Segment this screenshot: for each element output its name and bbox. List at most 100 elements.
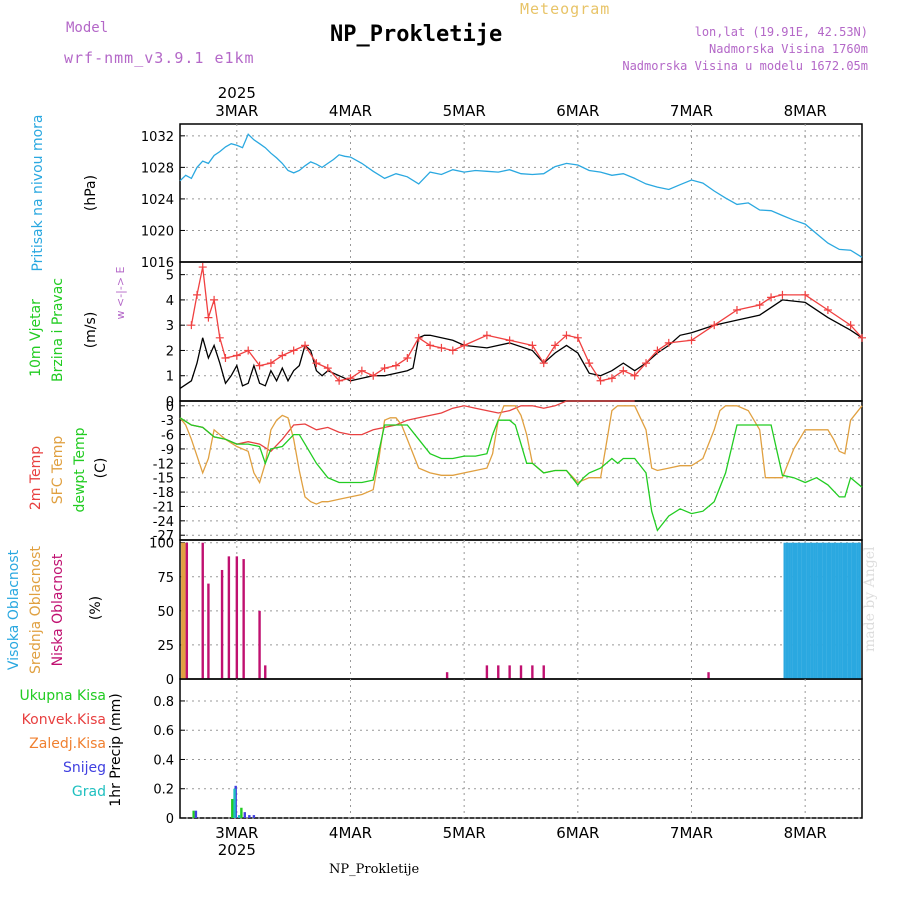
- cloud-low-bar: [258, 610, 261, 679]
- cloud-low-bar: [220, 569, 224, 679]
- gust-marker: [403, 354, 412, 363]
- gust-marker: [767, 293, 776, 302]
- cloud-high-bar: [822, 542, 825, 679]
- x-top-year: 2025: [218, 84, 256, 102]
- pressure-series-line: [179, 133, 863, 258]
- precip-unit: 1hr Precip (mm): [108, 693, 124, 806]
- station-title: NP_Prokletije: [330, 22, 503, 47]
- gust-marker: [460, 341, 469, 350]
- gust-marker: [482, 331, 491, 340]
- temperature-ytick-label: -24: [153, 515, 174, 530]
- x-bottom-day-label: 7MAR: [670, 824, 713, 842]
- wind-unit: (m/s): [83, 312, 99, 349]
- precip-ukupna-kisa-bar: [240, 807, 243, 818]
- cloud-high-bar: [794, 542, 798, 679]
- dewpt-axis-title: dewpt Temp: [72, 427, 88, 512]
- cloud-high-axis-title: Visoka Oblacnost: [6, 549, 22, 670]
- cloud-ytick-label: 25: [157, 639, 174, 654]
- cloud-high-bar: [790, 542, 793, 679]
- wind-gust-line: [190, 266, 863, 382]
- precip-legend-item: Konvek.Kisa: [22, 712, 106, 728]
- cloud-low-bar: [707, 672, 710, 679]
- gust-marker: [244, 346, 253, 355]
- cloud-low-bar: [227, 556, 231, 679]
- model-altitude-label: Nadmorska Visina u modelu 1672.05m: [622, 59, 868, 73]
- x-bottom-day-label: 8MAR: [784, 824, 827, 842]
- gust-marker: [801, 290, 810, 299]
- cloud-high-bar: [803, 542, 807, 679]
- gust-marker: [289, 346, 298, 355]
- cloud-high-bar: [833, 542, 836, 679]
- gust-marker: [221, 354, 230, 363]
- cloud-high-bar: [801, 542, 805, 679]
- gust-marker: [278, 351, 287, 360]
- pressure-axis-title: Pritisak na nivou mora: [30, 114, 46, 271]
- gust-marker: [391, 361, 400, 370]
- temperature-sfc-line: [179, 405, 863, 505]
- cloud-high-bar: [797, 542, 800, 679]
- gust-marker: [858, 333, 866, 342]
- gust-marker: [551, 341, 560, 350]
- x-top-day-label: 6MAR: [556, 102, 599, 120]
- cloud-mid-bar: [181, 542, 184, 679]
- temperature-ytick-label: 0: [166, 400, 174, 415]
- gust-marker: [346, 374, 355, 383]
- cloud-high-bar: [856, 542, 859, 679]
- gust-marker: [846, 321, 855, 330]
- cloud-low-bar: [242, 559, 245, 679]
- precip-grad-bar: [237, 815, 241, 818]
- cloud-high-bar: [858, 542, 861, 679]
- cloud-low-bar: [531, 665, 534, 679]
- temperature-ytick-label: -3: [161, 414, 174, 429]
- wind-speed-line: [179, 299, 863, 389]
- lonlat-label: lon,lat (19.91E, 42.53N): [694, 25, 868, 39]
- precip-ytick-label: 0.6: [153, 724, 174, 739]
- cloud-high-bar: [817, 542, 821, 679]
- precip-legend-item: Zaledj.Kisa: [29, 736, 106, 752]
- gust-marker: [426, 341, 435, 350]
- wind-ytick-label: 3: [166, 319, 174, 334]
- cloud-low-bar: [445, 672, 449, 679]
- wind-axis-title: 10m Vjetar: [28, 299, 44, 377]
- temperature-frame: [179, 400, 863, 541]
- pressure-ytick-label: 1020: [141, 224, 174, 239]
- temperature-dewpt-line: [179, 417, 863, 532]
- precip-ytick-label: 0: [166, 812, 174, 827]
- gust-marker: [505, 336, 514, 345]
- cloud-low-bar: [497, 665, 500, 679]
- x-top-day-label: 7MAR: [670, 102, 713, 120]
- gust-marker: [437, 343, 446, 352]
- precip-snijeg-bar: [194, 810, 198, 818]
- cloud-high-bar: [783, 542, 786, 679]
- cloud-mid-bar: [183, 542, 186, 679]
- pressure-ytick-label: 1024: [141, 193, 174, 208]
- x-bottom-day-label: 5MAR: [443, 824, 486, 842]
- cloud-unit: (%): [88, 596, 104, 620]
- cloud-high-bar: [838, 542, 841, 679]
- gust-marker: [198, 263, 207, 272]
- wind-ytick-label: 2: [166, 344, 174, 359]
- gust-marker: [596, 376, 605, 385]
- gust-marker: [323, 364, 332, 373]
- x-top-day-label: 8MAR: [784, 102, 827, 120]
- model-name: wrf-nmm_v3.9.1 e1km: [64, 49, 255, 67]
- wind-ytick-label: 1: [166, 370, 174, 385]
- precip-frame: [179, 678, 863, 819]
- gust-marker: [687, 336, 696, 345]
- cloud-high-bar: [849, 542, 852, 679]
- wind-ytick-label: 5: [166, 269, 174, 284]
- gust-marker: [301, 341, 310, 350]
- gust-marker: [630, 371, 639, 380]
- temperature-ytick-label: -18: [153, 486, 174, 501]
- cloud-high-bar: [785, 542, 789, 679]
- gust-marker: [653, 346, 662, 355]
- gust-marker: [528, 341, 537, 350]
- wind-ytick-label: 4: [166, 294, 174, 309]
- cloud-high-bar: [844, 542, 848, 679]
- cloud-high-bar: [788, 542, 791, 679]
- pressure-ytick-label: 1028: [141, 161, 174, 176]
- gust-marker: [204, 313, 213, 322]
- precip-snijeg-bar: [243, 812, 246, 818]
- gust-marker: [380, 364, 389, 373]
